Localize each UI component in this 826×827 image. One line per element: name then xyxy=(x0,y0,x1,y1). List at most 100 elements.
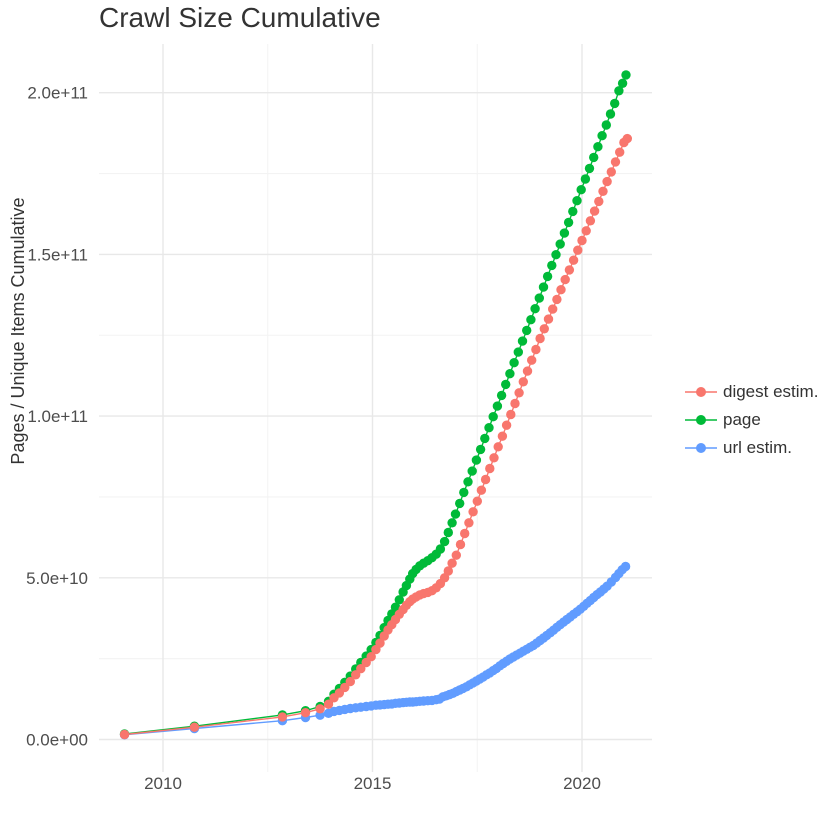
data-point-digest-estim xyxy=(443,566,453,576)
data-point-digest-estim xyxy=(548,304,558,314)
data-point-digest-estim xyxy=(581,226,591,236)
data-point-digest-estim xyxy=(366,652,376,662)
data-point-digest-estim xyxy=(602,176,612,187)
data-point-page xyxy=(617,78,628,89)
data-point-page xyxy=(394,595,404,605)
data-point-page xyxy=(593,142,603,152)
data-point-digest-estim xyxy=(493,442,503,452)
series-page xyxy=(119,70,631,739)
data-point-page xyxy=(447,518,457,528)
x-tick-label: 2010 xyxy=(144,774,182,793)
y-tick-label: 2.0e+11 xyxy=(27,84,88,103)
data-point-page xyxy=(459,487,469,498)
data-point-digest-estim xyxy=(585,216,596,226)
data-point-digest-estim xyxy=(560,274,570,285)
data-point-digest-estim xyxy=(506,409,516,420)
data-point-digest-estim xyxy=(345,676,355,687)
data-point-digest-estim xyxy=(510,398,520,409)
series-digest-estim xyxy=(119,133,632,740)
data-point-page xyxy=(597,131,607,141)
legend-key-dot xyxy=(696,443,706,453)
data-point-page xyxy=(614,86,624,96)
data-point-digest-estim xyxy=(451,550,461,560)
data-point-digest-estim xyxy=(501,420,512,430)
data-point-page xyxy=(530,304,540,314)
legend-key-page xyxy=(685,415,717,425)
data-point-page xyxy=(443,527,453,538)
data-point-page xyxy=(522,325,532,336)
legend-key-digest-estim xyxy=(685,387,717,397)
legend: digest estim. page url estim. xyxy=(685,378,818,462)
series-url-estim xyxy=(119,561,631,740)
legend-item-url-estim: url estim. xyxy=(685,434,818,462)
data-point-digest-estim xyxy=(577,235,587,246)
data-point-digest-estim xyxy=(527,355,537,365)
data-point-page xyxy=(492,401,503,411)
data-point-digest-estim xyxy=(522,366,533,376)
data-point-digest-estim xyxy=(489,453,499,463)
legend-item-digest-estim: digest estim. xyxy=(685,378,818,406)
data-point-digest-estim xyxy=(514,388,524,398)
data-point-digest-estim xyxy=(615,147,625,157)
legend-label: url estim. xyxy=(723,438,792,457)
legend-label: page xyxy=(723,410,761,429)
data-point-page xyxy=(605,109,616,119)
data-point-digest-estim xyxy=(594,196,604,207)
y-tick-label: 0.0e+00 xyxy=(26,731,88,750)
data-point-digest-estim xyxy=(472,496,482,506)
data-point-page xyxy=(450,509,461,519)
data-point-page xyxy=(601,120,611,130)
data-point-digest-estim xyxy=(564,265,575,275)
data-point-page xyxy=(463,477,473,487)
data-point-digest-estim xyxy=(375,638,385,648)
data-point-digest-estim xyxy=(356,664,366,674)
data-point-digest-estim xyxy=(455,539,466,550)
data-point-digest-estim xyxy=(300,708,311,718)
data-point-page xyxy=(505,369,515,379)
data-point-page xyxy=(475,444,486,455)
data-point-page xyxy=(584,163,595,174)
legend-key-url-estim xyxy=(685,443,717,453)
data-point-digest-estim xyxy=(468,507,478,517)
gridlines-minor xyxy=(99,44,652,772)
data-point-page xyxy=(471,455,482,465)
data-point-digest-estim xyxy=(497,431,508,441)
data-point-page xyxy=(538,282,549,292)
data-point-digest-estim xyxy=(543,314,554,324)
data-point-page xyxy=(439,536,450,547)
data-point-page xyxy=(517,336,528,346)
data-point-page xyxy=(484,423,494,433)
data-point-digest-estim xyxy=(556,285,566,295)
chart-title: Crawl Size Cumulative xyxy=(99,2,381,33)
data-point-digest-estim xyxy=(573,245,583,255)
data-point-page xyxy=(589,152,599,163)
data-point-page xyxy=(563,217,574,228)
data-point-digest-estim xyxy=(589,206,600,216)
data-point-page xyxy=(547,260,557,271)
data-point-page xyxy=(580,174,591,184)
data-point-digest-estim xyxy=(539,324,549,334)
data-point-digest-estim xyxy=(606,167,616,177)
data-point-digest-estim xyxy=(535,333,545,344)
data-point-digest-estim xyxy=(610,157,621,167)
legend-key-dot xyxy=(696,387,706,397)
data-point-digest-estim xyxy=(189,722,200,732)
data-point-digest-estim xyxy=(568,255,579,265)
data-point-page xyxy=(467,466,477,476)
data-point-digest-estim xyxy=(460,528,470,539)
data-point-page xyxy=(480,433,490,444)
data-point-digest-estim xyxy=(552,294,562,305)
y-axis-title: Pages / Unique Items Cumulative xyxy=(8,197,28,464)
data-point-digest-estim xyxy=(485,463,495,474)
legend-key-dot xyxy=(696,415,706,425)
data-point-page xyxy=(610,98,620,109)
data-point-digest-estim xyxy=(531,344,541,355)
data-point-page xyxy=(572,196,582,206)
data-point-digest-estim xyxy=(464,518,474,528)
legend-label: digest estim. xyxy=(723,382,819,401)
y-tick-label: 1.5e+11 xyxy=(27,245,88,264)
data-point-page xyxy=(496,390,507,401)
x-tick-label: 2020 xyxy=(563,774,601,793)
y-tick-label: 1.0e+11 xyxy=(27,407,88,426)
